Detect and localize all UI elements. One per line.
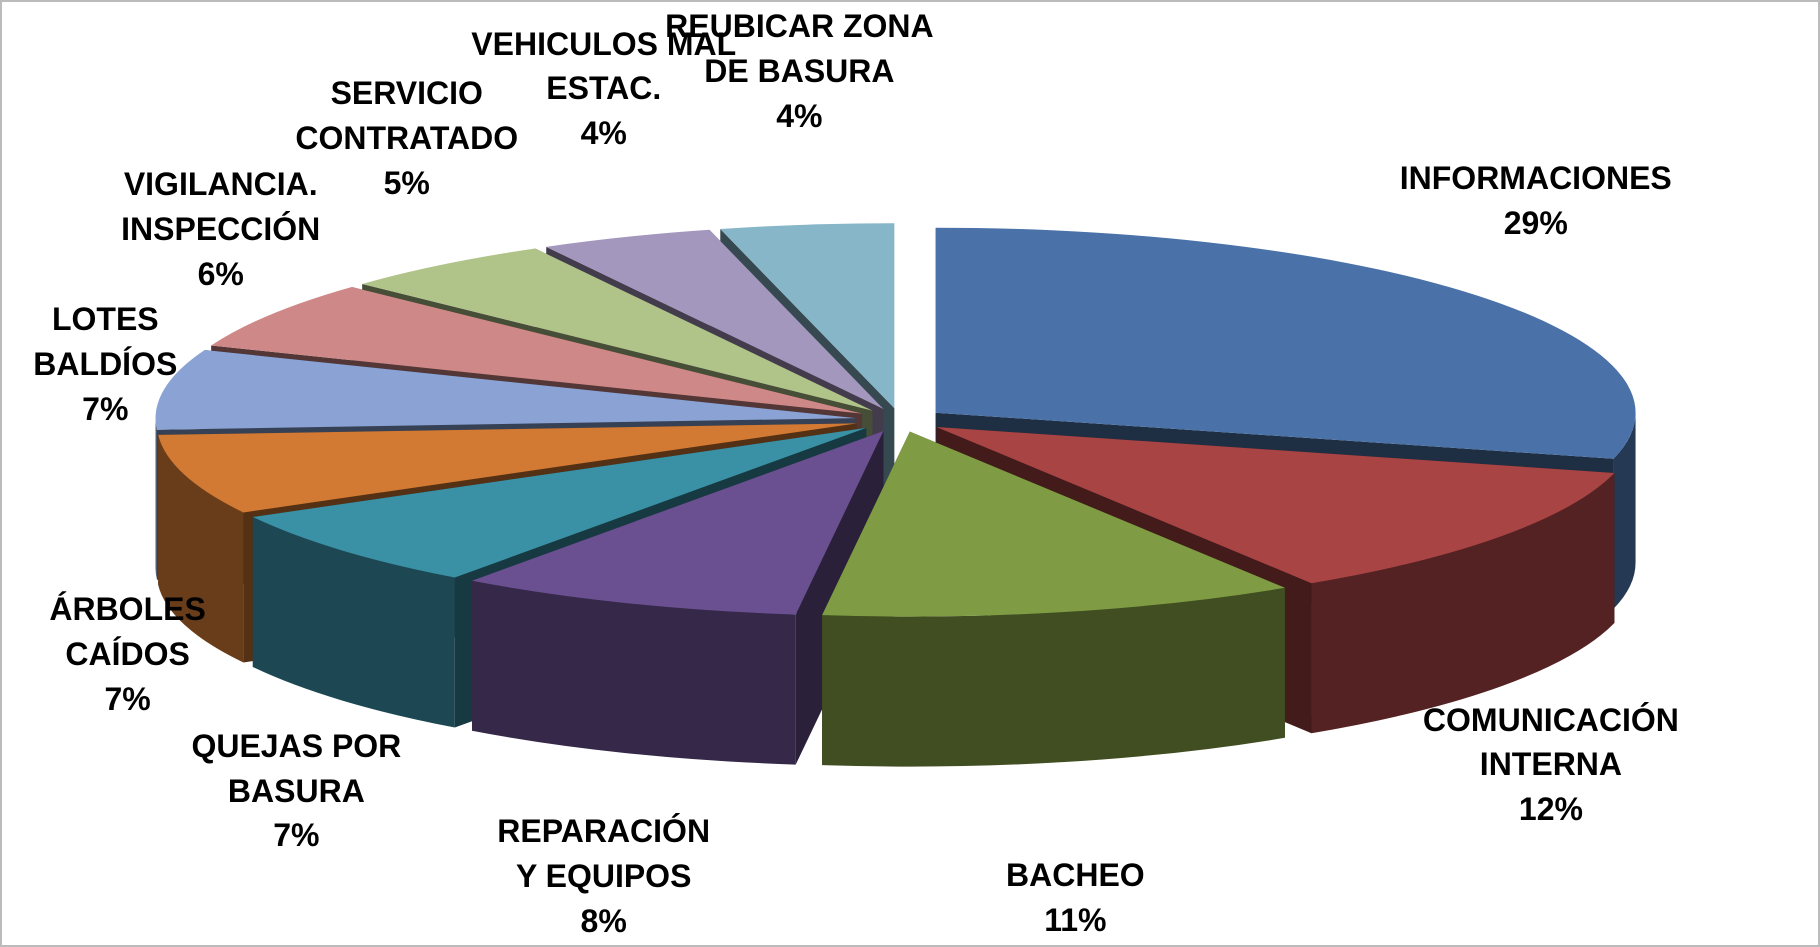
slice-top [936, 426, 1615, 584]
category-label: VEHICULOS MAL ESTAC. [471, 25, 737, 107]
category-label: VIGILANCIA. INSPECCIÓN [121, 165, 321, 247]
slice-top [158, 423, 857, 513]
category-label: ÁRBOLES CAÍDOS [49, 591, 206, 673]
slice-wall [822, 587, 1285, 767]
category-label: INFORMACIONES [1399, 160, 1672, 197]
value-label: 7% [82, 390, 129, 427]
slice-label: LOTES BALDÍOS 7% [33, 297, 177, 431]
slice-label: COMUNICACIÓN INTERNA 12% [1423, 698, 1679, 832]
value-label: 4% [776, 97, 823, 134]
slice-wall [155, 418, 157, 580]
value-label: 7% [104, 681, 151, 718]
slice-wall [1613, 412, 1636, 609]
slice-wall [252, 516, 455, 728]
slice-label: REUBICAR ZONA DE BASURA 4% [665, 4, 933, 138]
value-label: 4% [580, 115, 627, 152]
slice-label: SERVICIO CONTRATADO 5% [295, 71, 518, 205]
category-label: SERVICIO CONTRATADO [295, 75, 519, 157]
slice-top [822, 431, 1285, 617]
value-label: 29% [1503, 205, 1568, 242]
category-label: BACHEO [1006, 857, 1145, 893]
slice-wall [1311, 472, 1615, 734]
slice-top [546, 229, 884, 409]
category-label: REUBICAR ZONA DE BASURA [665, 8, 934, 89]
category-label: LOTES BALDÍOS [33, 301, 178, 383]
slice-wall [471, 580, 796, 765]
slice-top [720, 223, 895, 409]
slice-top [362, 248, 873, 411]
value-label: 7% [273, 817, 320, 854]
category-label: COMUNICACIÓN INTERNA [1422, 701, 1679, 783]
slice-top [211, 286, 863, 414]
slice [822, 431, 1285, 767]
slice-top [935, 227, 1636, 459]
slice-label: QUEJAS POR BASURA 7% [191, 724, 401, 858]
category-label: QUEJAS POR BASURA [191, 727, 402, 809]
slice-wall [158, 434, 244, 663]
value-label: 5% [383, 164, 430, 201]
slice-label: BACHEO 11% [1006, 853, 1145, 943]
value-label: 8% [580, 902, 627, 939]
slice-top [252, 427, 867, 578]
slice-top [471, 431, 884, 615]
slice-label: VIGILANCIA. INSPECCIÓN 6% [121, 162, 320, 296]
slice [471, 431, 884, 765]
slice-label: ÁRBOLES CAÍDOS 7% [49, 587, 205, 721]
slice-label: REPARACIÓN Y EQUIPOS 8% [497, 809, 710, 943]
value-label: 6% [197, 255, 244, 292]
slice-label: INFORMACIONES 29% [1400, 156, 1672, 246]
category-label: REPARACIÓN Y EQUIPOS [497, 813, 711, 894]
value-label: 12% [1518, 791, 1583, 828]
slice-top [155, 350, 856, 430]
value-label: 11% [1044, 901, 1107, 938]
slice-label: VEHICULOS MAL ESTAC. 4% [471, 22, 736, 156]
